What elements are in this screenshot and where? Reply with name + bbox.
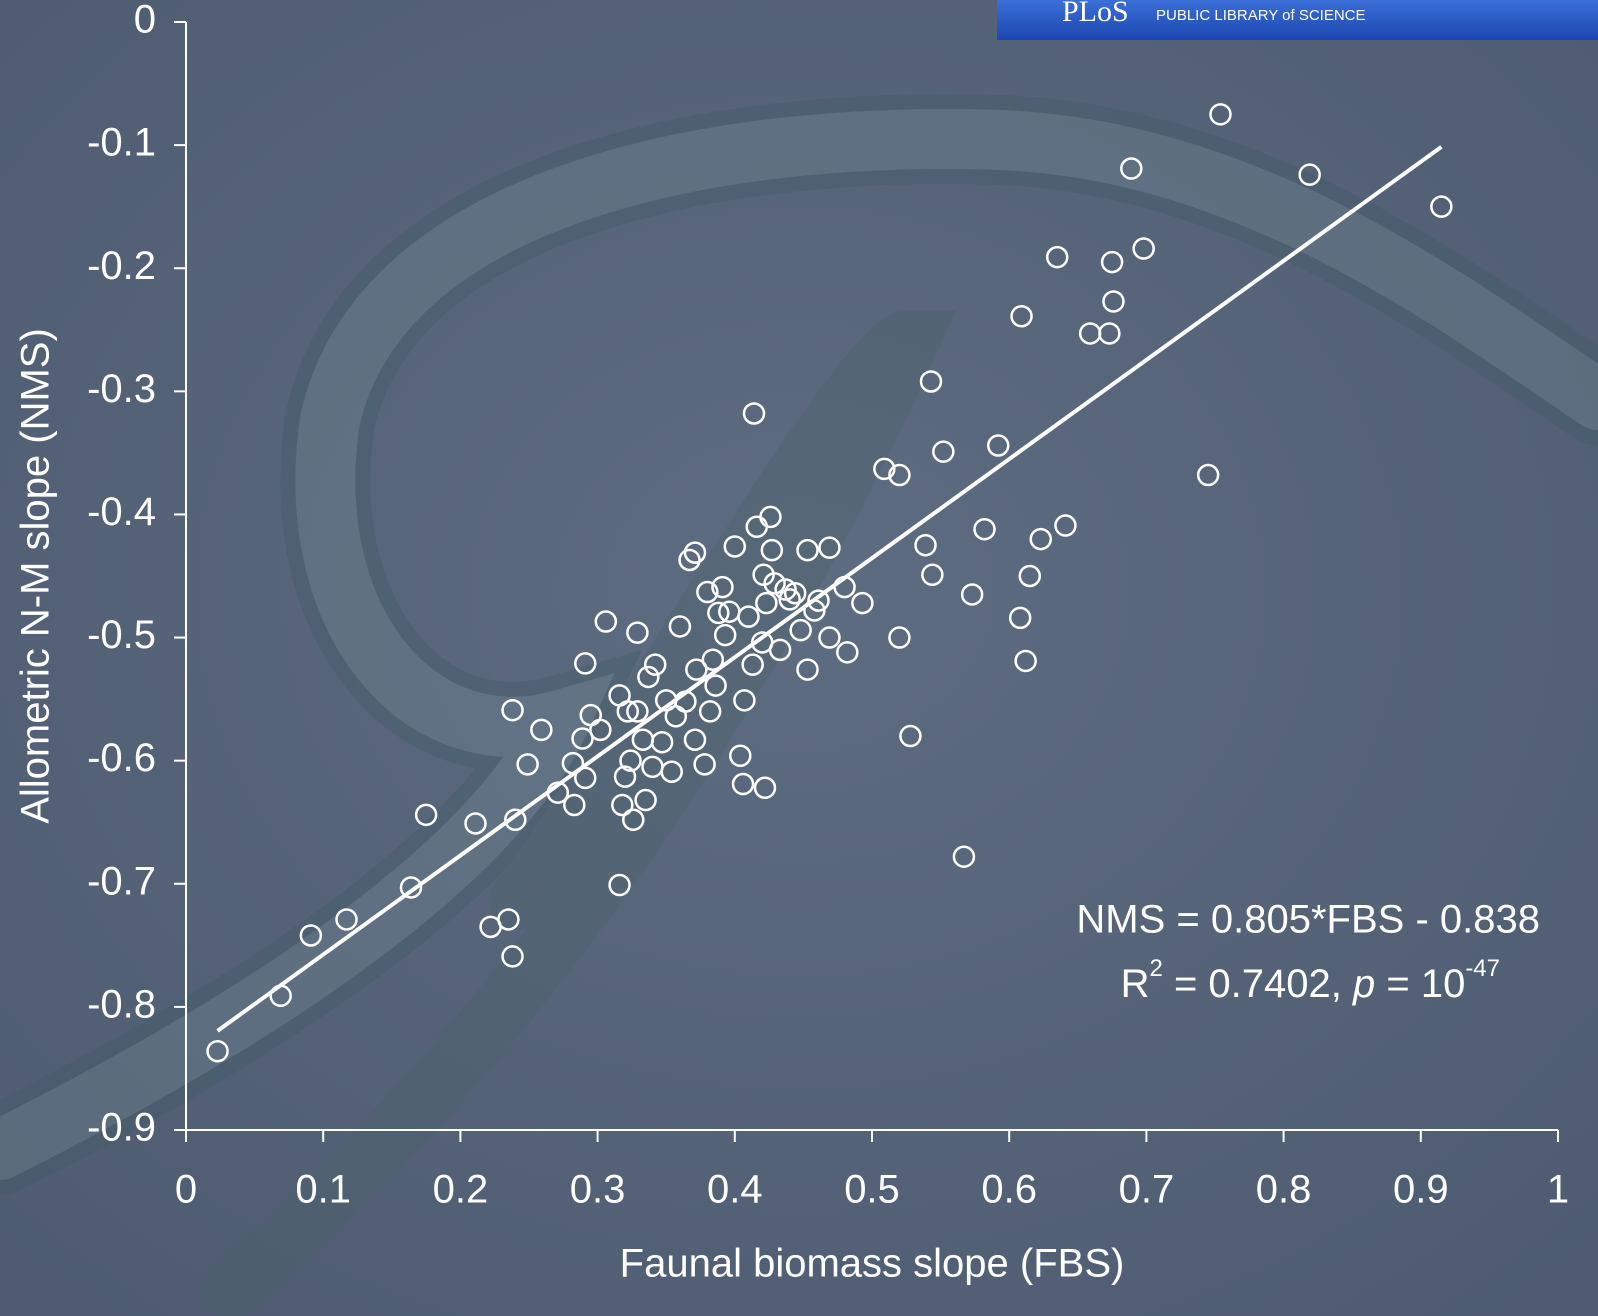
logo-tagline: PUBLIC LIBRARY of SCIENCE [1156,7,1366,24]
x-tick-label: 0.8 [1256,1168,1312,1212]
stats-r-sup: 2 [1149,955,1162,982]
y-tick-label: -0.6 [87,736,156,780]
x-tick-label: 0.1 [295,1168,351,1212]
y-tick-label: 0 [134,0,156,42]
y-tick-label: -0.7 [87,859,156,903]
equation: NMS = 0.805*FBS - 0.838 [1076,898,1540,942]
x-axis-label: Faunal biomass slope (FBS) [620,1242,1125,1286]
stats: R2 = 0.7402, p = 10-47 [1121,955,1500,1005]
y-axis-label: Allometric N-M slope (NMS) [14,328,58,824]
y-tick-label: -0.3 [87,367,156,411]
chart: PLoS PUBLIC LIBRARY of SCIENCE Faunal bi… [0,0,1598,1316]
x-tick-label: 0.2 [433,1168,489,1212]
x-tick-label: 0 [175,1168,197,1212]
x-tick-label: 0.5 [844,1168,900,1212]
y-tick-label: -0.4 [87,490,156,534]
stats-p-text: = 10 [1375,962,1465,1006]
x-tick-label: 0.6 [981,1168,1037,1212]
logo-name: PLoS [1062,0,1129,28]
x-tick-label: 0.4 [707,1168,763,1212]
x-tick-label: 0.7 [1119,1168,1175,1212]
y-tick-label: -0.5 [87,613,156,657]
stats-p: p [1352,962,1375,1006]
stats-r: R [1121,962,1150,1006]
x-tick-label: 1 [1547,1168,1569,1212]
y-tick-label: -0.9 [87,1106,156,1150]
x-tick-label: 0.3 [570,1168,626,1212]
stats-p-sup: -47 [1465,955,1500,982]
y-tick-label: -0.1 [87,121,156,165]
x-tick-label: 0.9 [1393,1168,1449,1212]
y-tick-label: -0.8 [87,982,156,1026]
stats-r-text: = 0.7402, [1163,962,1353,1006]
y-tick-label: -0.2 [87,244,156,288]
